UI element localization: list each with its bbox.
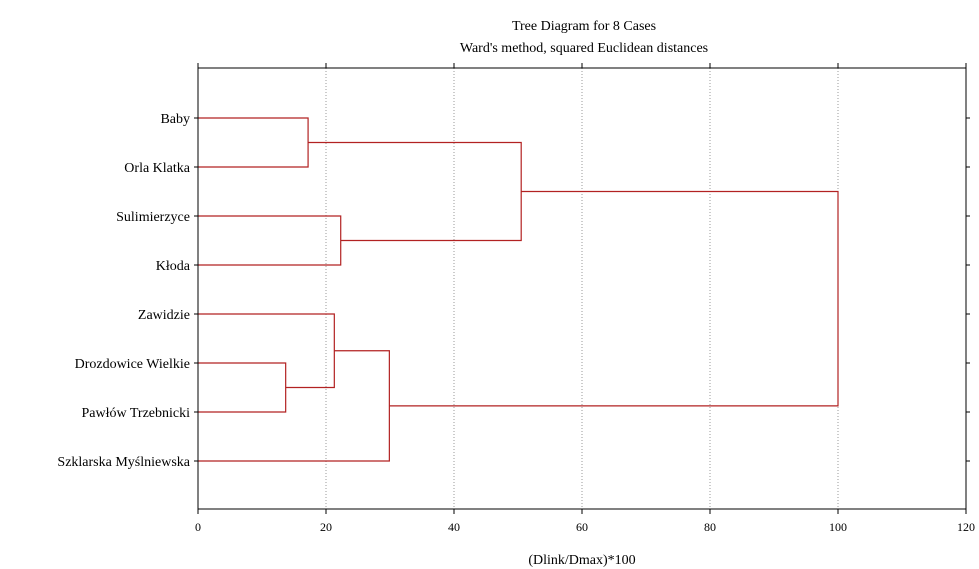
case-label-baby: Baby <box>160 112 190 127</box>
case-label-kloda: Kłoda <box>156 259 191 274</box>
dendrogram-links <box>198 117 839 462</box>
x-tick-label-60: 60 <box>576 520 588 534</box>
merge-link-1 <box>198 362 287 413</box>
x-tick-label-0: 0 <box>195 520 201 534</box>
chart-title: Tree Diagram for 8 Cases <box>512 19 656 34</box>
case-labels: Baby Orla Klatka Sulimierzyce Kłoda Zawidzie… <box>57 112 190 470</box>
x-tick-label-40: 40 <box>448 520 460 534</box>
case-label-pawlow-trzebnicki: Pawłów Trzebnicki <box>82 406 191 421</box>
case-label-drozdowice-wielkie: Drozdowice Wielkie <box>75 357 190 372</box>
case-label-sulimierzyce: Sulimierzyce <box>116 210 190 225</box>
x-tick-label-20: 20 <box>320 520 332 534</box>
case-label-szklarska-myslniewska: Szklarska Myślniewska <box>57 455 190 470</box>
merge-link-4 <box>198 215 342 266</box>
merge-link-7 <box>389 190 839 407</box>
merge-link-2 <box>198 117 309 168</box>
merge-link-5 <box>198 350 390 462</box>
x-axis: 0 20 40 60 80 100 120 <box>194 63 975 534</box>
x-tick-label-80: 80 <box>704 520 716 534</box>
grid-lines <box>325 68 839 509</box>
case-label-orla-klatka: Orla Klatka <box>124 161 190 176</box>
chart-subtitle: Ward's method, squared Euclidean distanc… <box>460 41 708 56</box>
x-tick-label-120: 120 <box>957 520 975 534</box>
case-label-zawidzie: Zawidzie <box>138 308 190 323</box>
merge-link-6 <box>308 141 522 242</box>
merge-link-3 <box>198 313 335 389</box>
x-axis-label: (Dlink/Dmax)*100 <box>528 553 635 568</box>
x-tick-label-100: 100 <box>829 520 847 534</box>
